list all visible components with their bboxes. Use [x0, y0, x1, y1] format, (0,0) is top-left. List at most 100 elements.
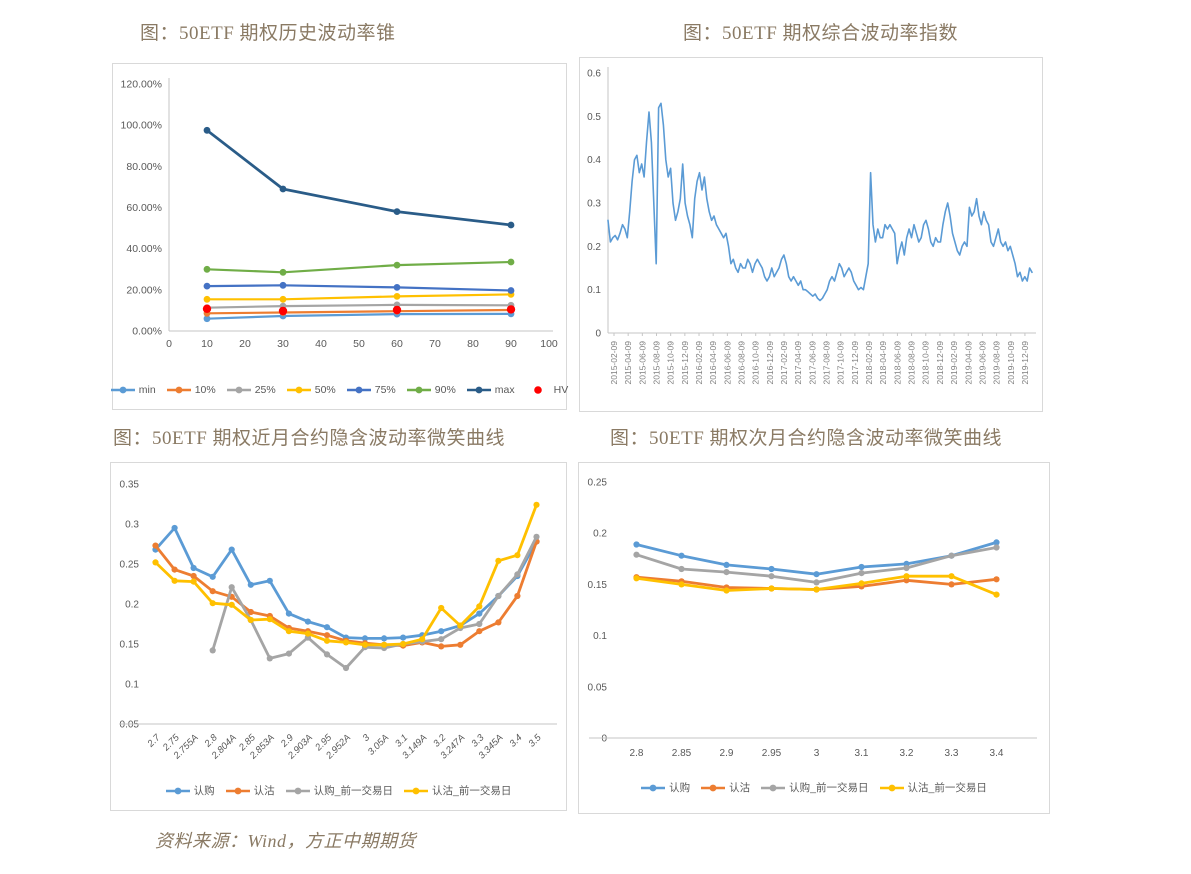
svg-text:3: 3 — [814, 748, 820, 759]
legend-label: 75% — [374, 384, 396, 396]
svg-text:0: 0 — [601, 734, 607, 745]
legend-item-认沽_前一交易日: 认沽_前一交易日 — [879, 780, 987, 795]
figure-title-next-smile: 图：50ETF 期权次月合约隐含波动率微笑曲线 — [610, 428, 1003, 449]
legend-item-认沽: 认沽 — [701, 780, 750, 795]
legend-marker — [406, 386, 431, 394]
svg-text:3.1: 3.1 — [855, 748, 869, 759]
series-认沽 — [152, 538, 540, 650]
svg-text:0.15: 0.15 — [120, 640, 140, 651]
svg-text:20: 20 — [239, 338, 251, 350]
svg-text:3.4: 3.4 — [507, 732, 524, 749]
svg-text:2017-08-09: 2017-08-09 — [822, 341, 832, 385]
series-50% — [203, 291, 515, 303]
svg-text:2019-04-09: 2019-04-09 — [963, 341, 973, 385]
svg-text:3.3: 3.3 — [945, 748, 959, 759]
svg-text:0: 0 — [595, 329, 601, 340]
svg-text:0.3: 0.3 — [125, 520, 139, 531]
svg-text:0.1: 0.1 — [587, 285, 601, 296]
svg-text:0.6: 0.6 — [587, 69, 601, 80]
svg-text:70: 70 — [429, 338, 441, 350]
figure-title-vol-index: 图：50ETF 期权综合波动率指数 — [683, 23, 959, 44]
svg-text:80: 80 — [467, 338, 479, 350]
svg-text:3.5: 3.5 — [526, 732, 544, 750]
svg-text:0.2: 0.2 — [125, 600, 139, 611]
y-axis: 0 0.05 0.1 0.15 0.2 0.25 — [588, 478, 608, 745]
legend-label: max — [494, 384, 515, 396]
hv-cone-chart: 0.00% 20.00% 40.00% 60.00% 80.00% 100.00% 120.… — [121, 78, 558, 350]
legend-item-90%: 90% — [406, 384, 456, 396]
legend-marker — [533, 386, 542, 394]
legend-label: 认沽_前一交易日 — [907, 782, 987, 794]
svg-text:2018-08-09: 2018-08-09 — [907, 341, 917, 385]
svg-text:0.05: 0.05 — [120, 720, 140, 731]
svg-text:3: 3 — [361, 732, 373, 744]
svg-text:10: 10 — [201, 338, 213, 350]
legend: 认购 认沽 认购_前一交易日 认沽_前一交易日 — [111, 783, 566, 798]
figure-vol-index: 0 0.1 0.2 0.3 0.4 0.5 0.6 2015-02-09 2015-04-09 2… — [579, 57, 1043, 412]
legend-label: 认购_前一交易日 — [789, 782, 869, 794]
svg-text:2019-08-09: 2019-08-09 — [992, 341, 1002, 385]
svg-text:0.15: 0.15 — [588, 580, 608, 591]
svg-text:2.85: 2.85 — [672, 748, 692, 759]
series-认沽_前一交易日 — [152, 501, 540, 648]
legend-label: 认购 — [669, 782, 691, 794]
figure-title-hv-cone: 图：50ETF 期权历史波动率锥 — [140, 23, 396, 44]
legend-label: 50% — [314, 384, 336, 396]
svg-text:0.2: 0.2 — [587, 242, 601, 253]
figure-title-near-smile: 图：50ETF 期权近月合约隐含波动率微笑曲线 — [113, 428, 506, 449]
series-75% — [203, 281, 515, 294]
svg-text:3.2: 3.2 — [900, 748, 914, 759]
svg-text:2015-12-09: 2015-12-09 — [680, 341, 690, 385]
near-smile-chart: 0.05 0.1 0.15 0.2 0.25 0.3 0.35 2.72.752.755A 2.… — [119, 480, 557, 762]
legend-marker — [286, 386, 311, 394]
legend-label: 认购_前一交易日 — [313, 785, 393, 797]
svg-text:40.00%: 40.00% — [126, 243, 162, 255]
svg-text:2018-10-09: 2018-10-09 — [921, 341, 931, 385]
svg-text:20.00%: 20.00% — [126, 284, 162, 296]
svg-text:120.00%: 120.00% — [121, 79, 162, 91]
svg-text:90: 90 — [505, 338, 517, 350]
svg-text:2017-02-09: 2017-02-09 — [779, 341, 789, 385]
svg-text:2016-12-09: 2016-12-09 — [765, 341, 775, 385]
svg-text:2017-06-09: 2017-06-09 — [807, 341, 817, 385]
svg-text:2015-04-09: 2015-04-09 — [623, 341, 633, 385]
legend-label: 10% — [194, 384, 216, 396]
legend-item-75%: 75% — [346, 384, 396, 396]
series-认沽_前一交易日 — [633, 573, 1000, 598]
svg-text:0.4: 0.4 — [587, 155, 601, 166]
legend: 认购 认沽 认购_前一交易日 认沽_前一交易日 — [579, 780, 1049, 795]
svg-text:2018-04-09: 2018-04-09 — [878, 341, 888, 385]
svg-text:50: 50 — [353, 338, 365, 350]
legend-marker — [285, 787, 310, 794]
svg-text:0: 0 — [166, 338, 172, 350]
legend-marker — [226, 386, 251, 394]
legend-marker — [466, 386, 491, 394]
svg-text:2018-06-09: 2018-06-09 — [892, 341, 902, 385]
svg-text:2019-02-09: 2019-02-09 — [949, 341, 959, 385]
svg-text:2017-04-09: 2017-04-09 — [793, 341, 803, 385]
legend-marker — [346, 386, 371, 394]
svg-text:0.25: 0.25 — [588, 478, 608, 489]
legend-item-HV: HV — [526, 384, 568, 396]
legend-label: min — [138, 384, 156, 396]
svg-text:2.9: 2.9 — [720, 748, 734, 759]
svg-text:2016-10-09: 2016-10-09 — [751, 341, 761, 385]
legend-item-50%: 50% — [286, 384, 336, 396]
svg-text:2.95: 2.95 — [762, 748, 782, 759]
svg-text:0.2: 0.2 — [593, 529, 607, 540]
legend-label: 90% — [434, 384, 456, 396]
legend-item-认购: 认购 — [165, 783, 215, 798]
svg-text:100: 100 — [540, 338, 558, 350]
legend: min 10% 25% 50% 75% 90% max HV — [110, 384, 568, 396]
legend-label: 25% — [254, 384, 276, 396]
legend-label: 认沽 — [253, 785, 275, 797]
svg-text:2019-12-09: 2019-12-09 — [1020, 341, 1030, 385]
legend-item-10%: 10% — [166, 384, 216, 396]
legend-label: 认沽_前一交易日 — [432, 785, 512, 797]
legend-marker — [879, 784, 904, 791]
legend-marker — [166, 386, 191, 394]
y-axis: 0.05 0.1 0.15 0.2 0.25 0.3 0.35 — [120, 480, 140, 731]
svg-text:2016-04-09: 2016-04-09 — [708, 341, 718, 385]
legend-label: 认购 — [193, 785, 215, 797]
